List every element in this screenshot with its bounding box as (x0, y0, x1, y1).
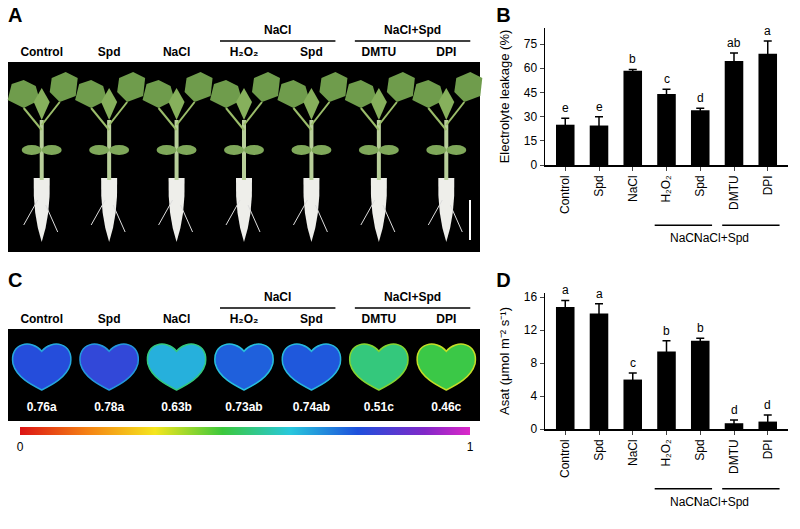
svg-text:DPI: DPI (761, 439, 775, 459)
svg-text:H₂O₂: H₂O₂ (230, 45, 259, 59)
svg-text:B: B (496, 4, 510, 26)
svg-text:C: C (8, 269, 22, 291)
svg-text:12: 12 (524, 323, 538, 337)
svg-text:b: b (697, 321, 704, 335)
svg-text:Control: Control (20, 45, 63, 59)
svg-text:0.78a: 0.78a (94, 400, 124, 414)
svg-text:DPI: DPI (761, 175, 775, 195)
svg-text:NaCl: NaCl (163, 45, 190, 59)
svg-text:Spd: Spd (300, 45, 323, 59)
svg-text:d: d (697, 91, 704, 105)
svg-text:NaCl+Spd: NaCl+Spd (384, 23, 441, 37)
svg-text:0.73ab: 0.73ab (225, 400, 262, 414)
svg-text:0.76a: 0.76a (27, 400, 57, 414)
svg-text:15: 15 (524, 134, 538, 148)
svg-text:a: a (764, 24, 771, 38)
svg-text:NaCl: NaCl (626, 175, 640, 202)
svg-text:DPI: DPI (436, 312, 456, 326)
svg-text:DMTU: DMTU (362, 45, 397, 59)
svg-text:H₂O₂: H₂O₂ (659, 175, 673, 203)
svg-text:60: 60 (524, 61, 538, 75)
svg-text:30: 30 (524, 110, 538, 124)
svg-text:Spd: Spd (693, 175, 707, 196)
svg-text:a: a (562, 283, 569, 297)
svg-text:NaCl: NaCl (163, 312, 190, 326)
svg-text:NaCl+Spd: NaCl+Spd (694, 495, 749, 509)
svg-text:Control: Control (558, 175, 572, 214)
svg-text:Control: Control (20, 312, 63, 326)
svg-text:d: d (764, 398, 771, 412)
svg-text:NaCl: NaCl (670, 231, 697, 245)
svg-text:75: 75 (524, 37, 538, 51)
svg-text:0: 0 (530, 422, 537, 436)
svg-text:b: b (629, 52, 636, 66)
svg-text:d: d (731, 403, 738, 417)
svg-text:NaCl: NaCl (670, 495, 697, 509)
svg-text:c: c (630, 356, 636, 370)
svg-text:H₂O₂: H₂O₂ (659, 439, 673, 467)
svg-text:1: 1 (467, 440, 474, 454)
svg-text:e: e (562, 101, 569, 115)
svg-text:DMTU: DMTU (727, 175, 741, 210)
svg-text:DMTU: DMTU (727, 439, 741, 474)
svg-text:e: e (596, 100, 603, 114)
svg-text:Asat (μmol m⁻² s⁻¹): Asat (μmol m⁻² s⁻¹) (497, 307, 512, 415)
svg-text:Electrolyte leakage (%): Electrolyte leakage (%) (497, 30, 512, 164)
svg-text:4: 4 (530, 389, 537, 403)
svg-text:ab: ab (727, 36, 741, 50)
svg-text:45: 45 (524, 86, 538, 100)
svg-text:0.46c: 0.46c (431, 400, 461, 414)
svg-text:b: b (663, 324, 670, 338)
svg-text:0: 0 (17, 440, 24, 454)
svg-text:D: D (496, 269, 510, 291)
svg-text:Spd: Spd (300, 312, 323, 326)
svg-text:DPI: DPI (436, 45, 456, 59)
svg-text:DMTU: DMTU (362, 312, 397, 326)
svg-text:Spd: Spd (98, 312, 121, 326)
svg-text:16: 16 (524, 290, 538, 304)
svg-text:NaCl: NaCl (264, 23, 291, 37)
svg-text:Spd: Spd (98, 45, 121, 59)
svg-text:Spd: Spd (592, 175, 606, 196)
svg-text:NaCl+Spd: NaCl+Spd (384, 290, 441, 304)
svg-text:8: 8 (530, 356, 537, 370)
svg-text:NaCl+Spd: NaCl+Spd (694, 231, 749, 245)
svg-text:0: 0 (530, 158, 537, 172)
svg-text:0.51c: 0.51c (364, 400, 394, 414)
svg-text:Spd: Spd (592, 439, 606, 460)
svg-text:NaCl: NaCl (626, 439, 640, 466)
svg-text:a: a (596, 287, 603, 301)
svg-text:H₂O₂: H₂O₂ (230, 312, 259, 326)
svg-text:c: c (664, 72, 670, 86)
svg-text:0.74ab: 0.74ab (293, 400, 330, 414)
svg-text:0.63b: 0.63b (161, 400, 192, 414)
svg-text:Spd: Spd (693, 439, 707, 460)
svg-text:Control: Control (558, 439, 572, 478)
svg-text:NaCl: NaCl (264, 290, 291, 304)
svg-text:A: A (8, 4, 22, 26)
